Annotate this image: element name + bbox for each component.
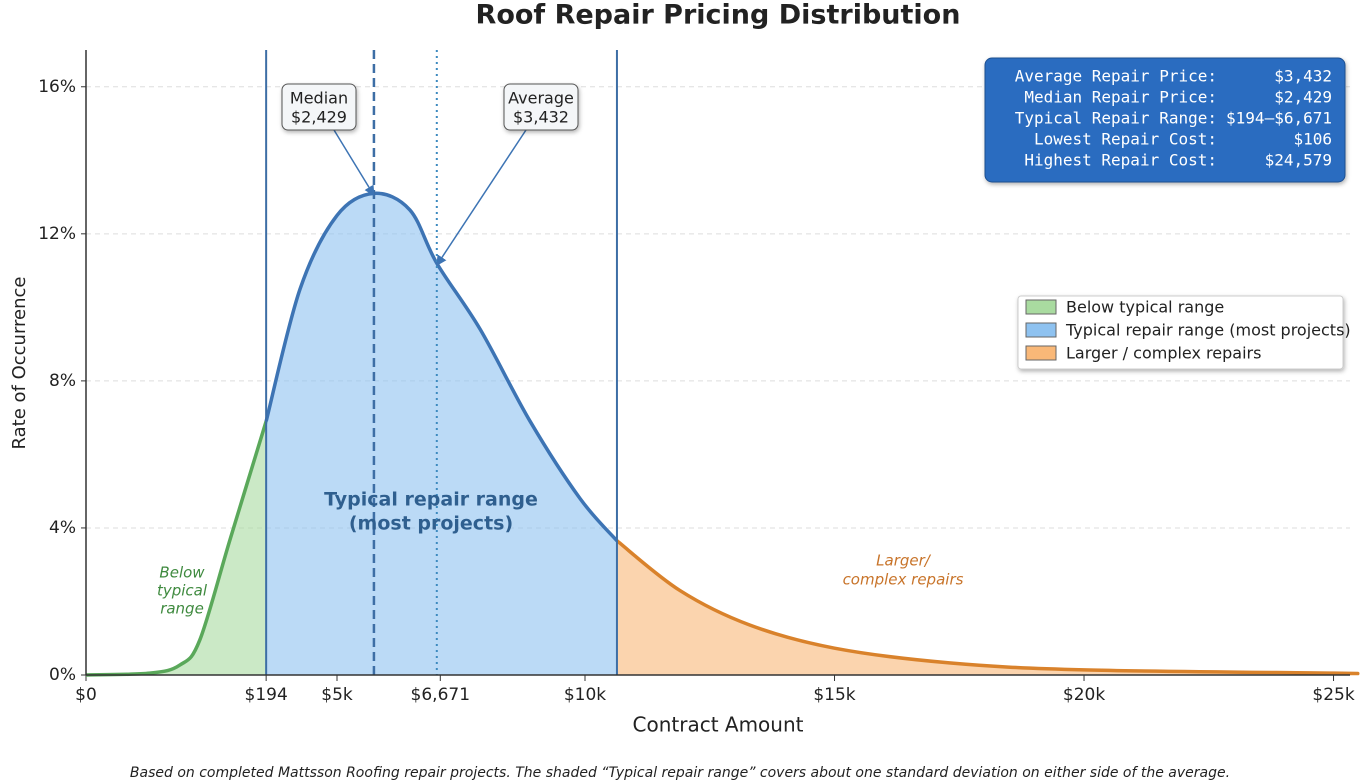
- legend-box: [1017, 295, 1344, 370]
- region-label: (most projects): [349, 513, 513, 535]
- y-tick-label: 16%: [38, 77, 76, 97]
- x-tick-label: $10k: [564, 685, 606, 705]
- legend-swatch: [1025, 345, 1057, 361]
- region-label: typical: [157, 582, 208, 600]
- x-tick-label: $15k: [813, 685, 855, 705]
- stat-label: Median Repair Price:: [1024, 88, 1217, 107]
- x-tick-label: $194: [245, 685, 288, 705]
- curve: [615, 539, 1360, 676]
- x-tick-label: $25k: [1312, 685, 1354, 705]
- x-tick-label: $6,671: [411, 685, 470, 705]
- legend-label: Typical repair range (most projects): [1065, 321, 1351, 340]
- stat-label: Average Repair Price:: [1015, 67, 1217, 86]
- callout-text: Average: [508, 89, 574, 108]
- curve: [85, 420, 268, 677]
- chart-title: Roof Repair Pricing Distribution: [476, 0, 961, 31]
- callout-arrow: [333, 129, 375, 197]
- y-tick-label: 12%: [38, 224, 76, 244]
- region-area: [86, 421, 267, 675]
- region-label: Typical repair range: [324, 489, 538, 511]
- stat-value: $194–$6,671: [1226, 109, 1332, 128]
- region-area: [616, 540, 1358, 675]
- y-tick-label: 8%: [49, 371, 76, 391]
- stat-value: $106: [1293, 130, 1332, 149]
- curve: [264, 191, 619, 542]
- y-axis-title: Rate of Occurrence: [9, 277, 30, 450]
- legend-swatch: [1025, 299, 1057, 315]
- callout-arrow: [436, 129, 527, 267]
- x-tick-label: $5k: [321, 685, 353, 705]
- stat-label: Highest Repair Cost:: [1024, 151, 1217, 170]
- callout-text: $2,429: [291, 108, 347, 127]
- callout-box: [281, 83, 357, 131]
- footnote: Based on completed Mattsson Roofing repa…: [130, 765, 1230, 781]
- stat-value: $2,429: [1274, 88, 1332, 107]
- stat-value: $24,579: [1265, 151, 1332, 170]
- stats-box: [984, 57, 1346, 183]
- region-label: range: [160, 600, 204, 618]
- y-tick-label: 0%: [49, 665, 76, 685]
- x-tick-label: $20k: [1063, 685, 1105, 705]
- y-tick-label: 4%: [49, 518, 76, 538]
- callout-text: Median: [290, 89, 348, 108]
- callout-box: [503, 83, 579, 131]
- callout-text: $3,432: [513, 108, 569, 127]
- stat-label: Lowest Repair Cost:: [1034, 130, 1217, 149]
- region-area: [266, 193, 617, 675]
- region-label: Below: [159, 564, 205, 582]
- legend-label: Below typical range: [1066, 298, 1224, 317]
- stat-value: $3,432: [1274, 67, 1332, 86]
- region-label: Larger/: [876, 552, 932, 570]
- legend-label: Larger / complex repairs: [1066, 344, 1261, 363]
- region-label: complex repairs: [843, 571, 964, 589]
- x-tick-label: $0: [75, 685, 97, 705]
- stat-label: Typical Repair Range:: [1015, 109, 1217, 128]
- legend-swatch: [1025, 322, 1057, 338]
- x-axis-title: Contract Amount: [633, 713, 804, 737]
